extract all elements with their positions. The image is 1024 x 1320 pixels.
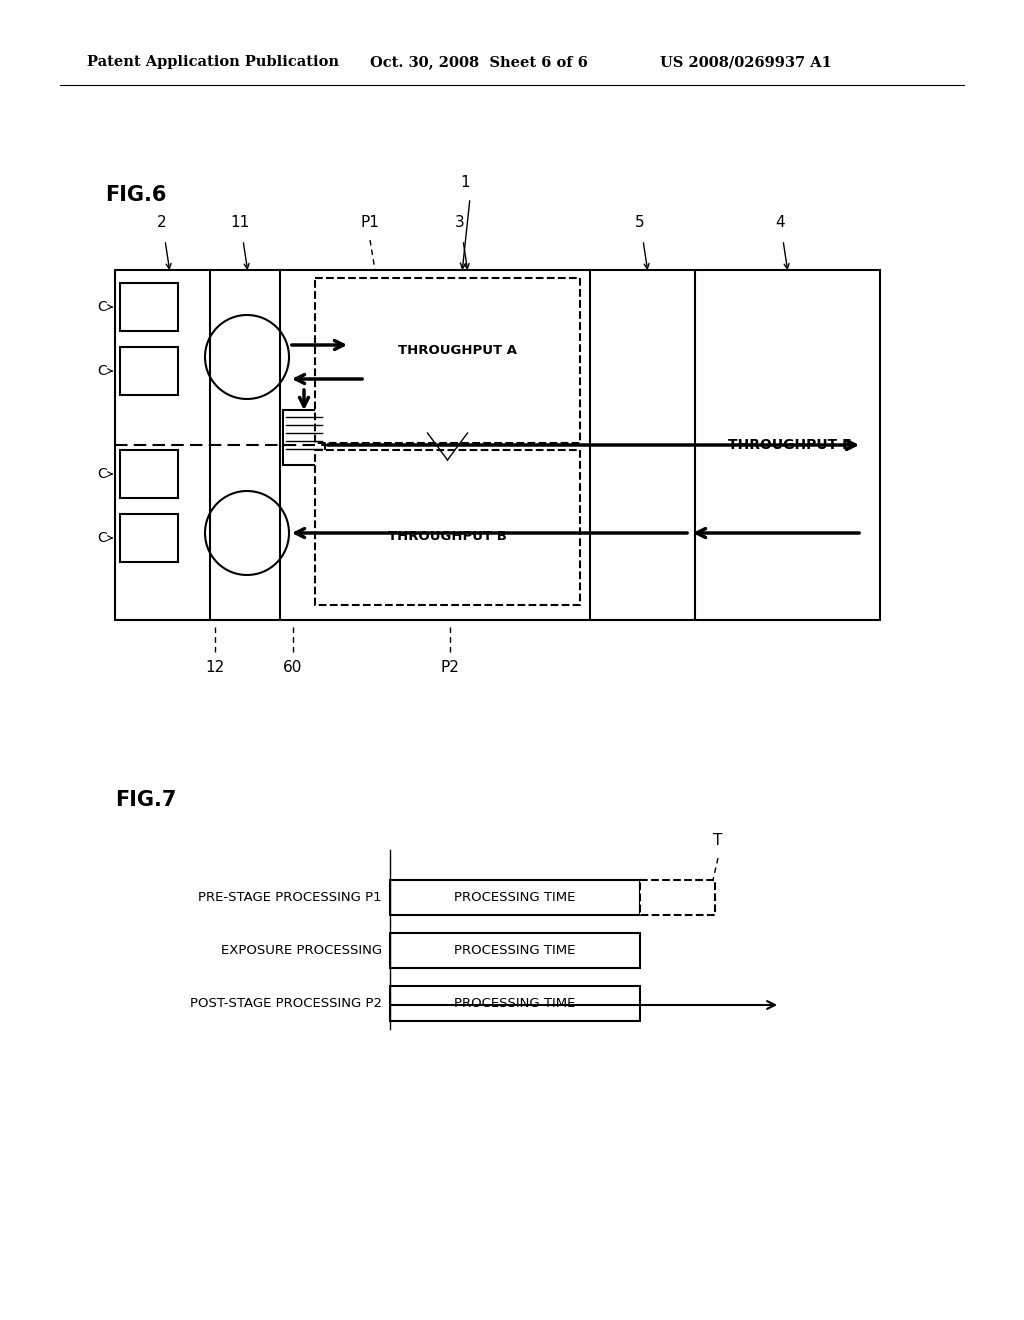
Text: 3: 3 [455,215,465,230]
Text: 5: 5 [635,215,645,230]
Text: 4: 4 [775,215,784,230]
Bar [120,513,178,562]
Text: EXPOSURE PROCESSING: EXPOSURE PROCESSING [221,944,382,957]
Text: P2: P2 [440,660,460,675]
Bar [390,933,640,968]
Text: PROCESSING TIME: PROCESSING TIME [455,997,575,1010]
Text: PROCESSING TIME: PROCESSING TIME [455,944,575,957]
Bar [390,880,640,915]
Bar [115,271,880,620]
Text: 2: 2 [158,215,167,230]
Circle shape [205,491,289,576]
Text: 60: 60 [284,660,303,675]
Text: Patent Application Publication: Patent Application Publication [87,55,339,69]
Text: C: C [97,364,106,378]
Text: 1: 1 [460,176,470,190]
Text: FIG.7: FIG.7 [115,789,176,810]
Text: Oct. 30, 2008  Sheet 6 of 6: Oct. 30, 2008 Sheet 6 of 6 [370,55,588,69]
Text: T: T [714,833,723,847]
Text: C: C [97,300,106,314]
Bar [120,347,178,395]
Text: THROUGHPUT B: THROUGHPUT B [388,531,507,544]
Text: P1: P1 [360,215,380,230]
Bar [390,986,640,1020]
Text: POST-STAGE PROCESSING P2: POST-STAGE PROCESSING P2 [190,997,382,1010]
Text: 11: 11 [230,215,250,230]
Bar [283,411,325,465]
Text: THROUGHPUT E: THROUGHPUT E [728,438,852,451]
Bar [120,282,178,331]
Bar [120,450,178,498]
Text: 12: 12 [206,660,224,675]
Text: C: C [97,467,106,480]
Bar [315,450,580,605]
Circle shape [205,315,289,399]
Text: FIG.6: FIG.6 [105,185,166,205]
Bar [315,279,580,444]
Text: PRE-STAGE PROCESSING P1: PRE-STAGE PROCESSING P1 [199,891,382,904]
Text: PROCESSING TIME: PROCESSING TIME [455,891,575,904]
Text: THROUGHPUT A: THROUGHPUT A [398,343,517,356]
Text: US 2008/0269937 A1: US 2008/0269937 A1 [660,55,831,69]
Bar [640,880,715,915]
Text: C: C [97,531,106,545]
